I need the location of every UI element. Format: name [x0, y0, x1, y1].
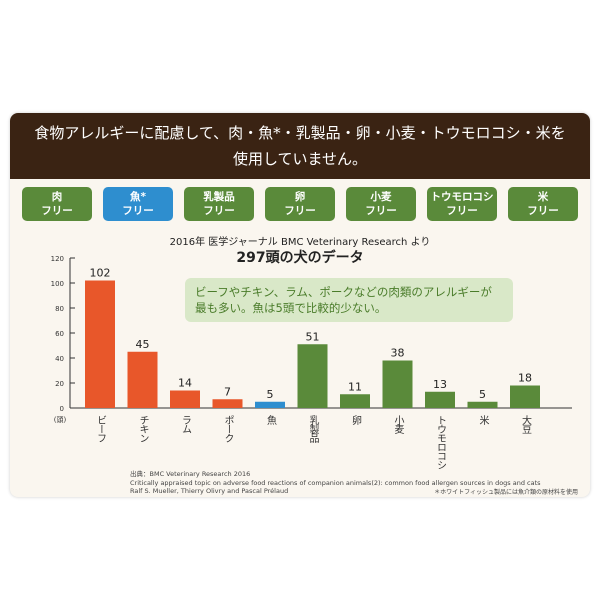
bar-4 — [255, 401, 285, 408]
badge-free-label: フリー — [365, 205, 397, 217]
bar-2 — [170, 390, 200, 408]
badge-1: 魚* フリー — [103, 187, 173, 221]
badge-5: トウモロコシ フリー — [427, 187, 497, 221]
data-label: 13 — [433, 378, 447, 391]
data-label: 38 — [391, 347, 405, 360]
data-label: 45 — [136, 338, 150, 351]
y-axis-unit: (頭) — [54, 416, 67, 424]
source-line-2: Critically appraised topic on adverse fo… — [130, 478, 541, 487]
callout-box: ビーフやチキン、ラム、ポークなどの肉類のアレルギーが最も多い。魚は5頭で比較的少… — [185, 278, 513, 322]
y-tick-label: 0 — [60, 405, 64, 413]
data-label: 51 — [306, 330, 320, 343]
badge-0: 肉フリー — [22, 187, 92, 221]
chart-subtitle: 2016年 医学ジャーナル BMC Veterinary Research より — [169, 237, 431, 248]
y-tick-label: 20 — [55, 380, 64, 388]
bar-7 — [382, 360, 413, 408]
x-tick-label: 乳製品 — [307, 414, 319, 444]
y-tick-label: 80 — [55, 305, 64, 313]
badge-label: 魚* — [130, 191, 146, 203]
source-citation: 出典：BMC Veterinary Research 2016 Critical… — [130, 470, 541, 496]
bar-1 — [127, 351, 158, 408]
data-label: 7 — [224, 385, 231, 398]
badge-free-label: フリー — [527, 205, 559, 217]
y-tick-label: 100 — [51, 280, 64, 288]
badge-6: 米フリー — [508, 187, 578, 221]
badge-label: 乳製品 — [203, 191, 235, 203]
y-tick-label: 40 — [55, 355, 64, 363]
header-line-2: 使用していません。 — [232, 150, 368, 168]
source-line-3: Ralf S. Mueller, Thierry Olivry and Pasc… — [130, 487, 289, 495]
x-tick-label: 小麦 — [392, 415, 404, 435]
free-badges: 肉フリー 魚* フリー 乳製品 フリー卵フリー 小麦 フリー トウモロコシ フリー米フリー — [22, 187, 578, 221]
badge-label: 肉 — [51, 191, 63, 203]
y-tick-label: 60 — [55, 330, 64, 338]
bar-8 — [425, 391, 455, 408]
x-tick-label: 卵 — [350, 415, 362, 426]
data-label: 14 — [178, 377, 192, 390]
y-tick-label: 120 — [51, 255, 64, 263]
badge-label: トウモロコシ — [430, 191, 494, 203]
data-label: 5 — [479, 388, 486, 401]
data-label: 5 — [267, 388, 274, 401]
bar-chart: 0 20 40 60 80 100 120 (頭) 102 ビーフ 45 チキン 14 ラム 7 ポーク 5 魚 5… — [51, 255, 572, 469]
header-line-1: 食物アレルギーに配慮して、肉・魚*・乳製品・卵・小麦・トウモロコシ・米を — [34, 124, 566, 142]
bar-6 — [340, 394, 370, 408]
badge-free-label: フリー — [284, 205, 316, 217]
header-banner: 食物アレルギーに配慮して、肉・魚*・乳製品・卵・小麦・トウモロコシ・米を 使用し… — [10, 113, 590, 179]
badge-free-label: フリー — [41, 205, 73, 217]
badge-label: 卵 — [294, 191, 306, 203]
x-tick-label: ポーク — [222, 415, 234, 443]
badge-free-label: フリー — [446, 205, 478, 217]
chart-title: 297頭の犬のデータ — [236, 250, 364, 266]
bar-5 — [297, 344, 328, 408]
x-tick-label: ラム — [180, 415, 192, 434]
badge-3: 卵フリー — [265, 187, 335, 221]
badge-free-label: フリー — [203, 205, 235, 217]
bar-3 — [212, 399, 243, 408]
x-tick-label: トウモロコシ — [435, 415, 446, 469]
badge-2: 乳製品 フリー — [184, 187, 254, 221]
badge-4: 小麦 フリー — [346, 187, 416, 221]
bar-10 — [510, 385, 540, 408]
data-label: 102 — [90, 267, 111, 280]
x-tick-label: 大豆 — [520, 414, 532, 434]
data-label: 18 — [518, 372, 532, 385]
data-label: 11 — [348, 380, 362, 393]
bar-9 — [467, 401, 498, 408]
x-tick-label: 米 — [477, 414, 489, 426]
badge-label: 米 — [537, 191, 549, 203]
badge-label: 小麦 — [370, 191, 392, 203]
footnote: ＊ホワイトフィッシュ製品には魚介類の原材料を使用 — [434, 489, 578, 496]
infographic-card: 食物アレルギーに配慮して、肉・魚*・乳製品・卵・小麦・トウモロコシ・米を 使用し… — [10, 113, 590, 497]
x-tick-label: チキン — [137, 415, 148, 442]
source-line-1: 出典：BMC Veterinary Research 2016 — [130, 470, 251, 478]
x-tick-label: ビーフ — [95, 415, 106, 443]
badge-free-label: フリー — [122, 205, 154, 217]
x-tick-label: 魚 — [265, 414, 277, 426]
bar-0 — [85, 280, 115, 408]
